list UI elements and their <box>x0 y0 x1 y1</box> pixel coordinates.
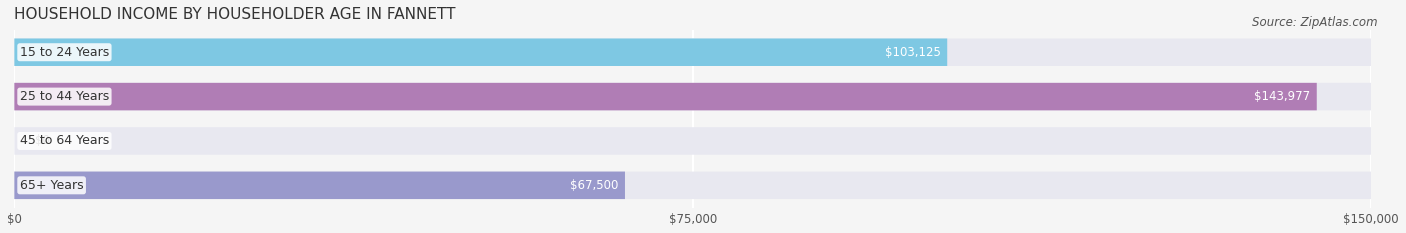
FancyBboxPatch shape <box>14 38 1371 66</box>
Text: $67,500: $67,500 <box>569 179 619 192</box>
FancyBboxPatch shape <box>14 38 948 66</box>
FancyBboxPatch shape <box>14 171 626 199</box>
Text: 45 to 64 Years: 45 to 64 Years <box>20 134 110 147</box>
Text: 25 to 44 Years: 25 to 44 Years <box>20 90 110 103</box>
Text: 15 to 24 Years: 15 to 24 Years <box>20 46 110 59</box>
FancyBboxPatch shape <box>14 83 1371 110</box>
Text: 65+ Years: 65+ Years <box>20 179 83 192</box>
FancyBboxPatch shape <box>14 171 1371 199</box>
Text: Source: ZipAtlas.com: Source: ZipAtlas.com <box>1253 16 1378 29</box>
Text: $143,977: $143,977 <box>1254 90 1310 103</box>
Text: $103,125: $103,125 <box>884 46 941 59</box>
FancyBboxPatch shape <box>14 127 1371 155</box>
FancyBboxPatch shape <box>14 83 1317 110</box>
Text: $0: $0 <box>35 134 49 147</box>
Text: HOUSEHOLD INCOME BY HOUSEHOLDER AGE IN FANNETT: HOUSEHOLD INCOME BY HOUSEHOLDER AGE IN F… <box>14 7 456 22</box>
